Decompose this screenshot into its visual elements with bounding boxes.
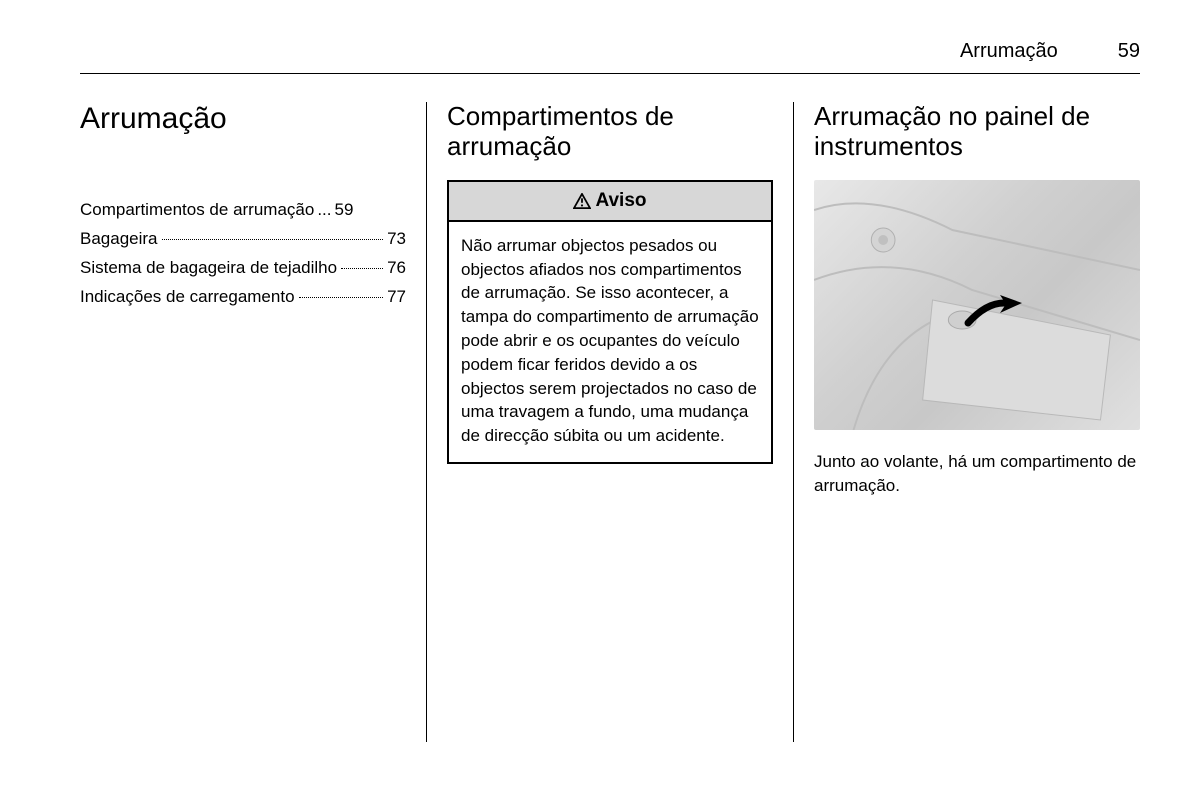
toc-page: 73 (387, 225, 406, 254)
warning-label: Aviso (595, 190, 646, 212)
header-page-number: 59 (1118, 40, 1140, 63)
toc-dots: ... (314, 196, 334, 225)
toc-dots (162, 239, 384, 240)
figure-caption: Junto ao volante, há um compartimento de… (814, 450, 1140, 499)
warning-body: Não arrumar objectos pesados ou objectos… (449, 222, 771, 462)
toc-label: Bagageira (80, 225, 158, 254)
page-header: Arrumação 59 (80, 40, 1140, 74)
column-2: Compartimentos de arrumação Aviso Não ar… (427, 102, 793, 742)
dashboard-storage-illustration (814, 180, 1140, 430)
section-heading: Compartimentos de arrumação (447, 102, 773, 162)
toc-label: Compartimentos de arrumação (80, 196, 314, 225)
toc-page: 77 (387, 283, 406, 312)
toc-item: Bagageira 73 (80, 225, 406, 254)
header-section-title: Arrumação (960, 40, 1058, 63)
warning-triangle-icon (573, 193, 591, 209)
content-columns: Arrumação Compartimentos de arrumação ..… (80, 102, 1140, 742)
toc-item: Compartimentos de arrumação ... 59 (80, 196, 406, 225)
open-direction-arrow-icon (964, 295, 1024, 334)
chapter-title: Arrumação (80, 102, 406, 136)
column-1: Arrumação Compartimentos de arrumação ..… (80, 102, 426, 742)
toc-dots (341, 268, 383, 269)
toc-label: Sistema de bagageira de tejadilho (80, 254, 337, 283)
toc-label: Indicações de carregamento (80, 283, 295, 312)
section-heading: Arrumação no painel de instrumentos (814, 102, 1140, 162)
toc-item: Sistema de bagageira de tejadilho 76 (80, 254, 406, 283)
warning-box: Aviso Não arrumar objectos pesados ou ob… (447, 180, 773, 464)
warning-header: Aviso (449, 182, 771, 222)
toc-page: 59 (335, 196, 354, 225)
toc-page: 76 (387, 254, 406, 283)
column-3: Arrumação no painel de instrumentos (794, 102, 1140, 742)
manual-page: Arrumação 59 Arrumação Compartimentos de… (0, 0, 1200, 782)
toc-item: Indicações de carregamento 77 (80, 283, 406, 312)
toc-dots (299, 297, 384, 298)
